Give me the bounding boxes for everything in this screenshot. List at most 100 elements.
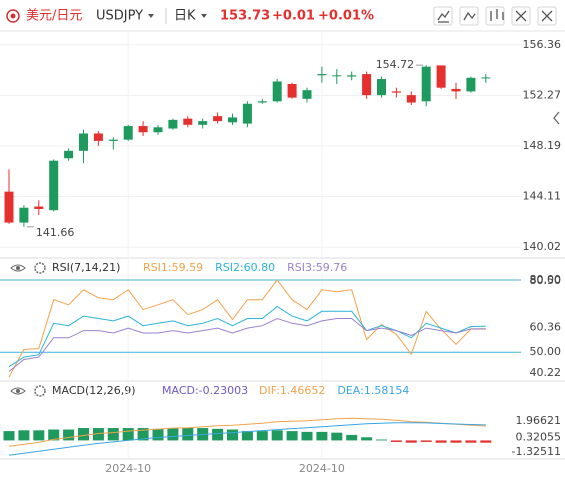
- candle-body: [287, 83, 297, 98]
- macd-line: [8, 422, 486, 456]
- x-tick-label: 2024-10: [299, 462, 345, 475]
- macd-bar: [3, 431, 15, 441]
- y-tick-label: -1.32511: [512, 445, 561, 458]
- legend-entry: RSI2:60.80: [215, 261, 275, 274]
- macd-bar: [286, 431, 298, 441]
- symbol[interactable]: USDJPY: [96, 9, 143, 24]
- flag-dot: [10, 13, 16, 19]
- rsi-title: RSI(7,14,21): [52, 261, 120, 274]
- candle-body: [168, 119, 178, 129]
- candle-body: [213, 116, 223, 122]
- candle-body: [34, 206, 44, 209]
- macd-bar: [182, 428, 194, 441]
- candle-body: [347, 75, 357, 77]
- candle-body: [436, 65, 446, 88]
- candle-body: [362, 74, 372, 96]
- legend-entry: RSI1:59.59: [143, 261, 203, 274]
- candle-body: [272, 81, 282, 102]
- legend-entry: DEA:1.58154: [337, 384, 409, 397]
- change: +0.01: [272, 9, 315, 24]
- eye-icon[interactable]: [10, 264, 26, 272]
- macd-bar: [331, 432, 343, 441]
- macd-bar: [435, 440, 447, 443]
- rsi-line: [8, 317, 486, 372]
- gear-icon[interactable]: [34, 262, 46, 274]
- rsi-line: [8, 305, 486, 368]
- candle-type-button[interactable]: [485, 6, 505, 26]
- reference-label: 80.00: [530, 273, 562, 286]
- macd-bar: [241, 431, 253, 441]
- macd-bar: [107, 428, 119, 441]
- eye-pupil: [16, 389, 20, 393]
- candle-body: [4, 191, 14, 223]
- y-tick-label: 148.19: [523, 139, 562, 152]
- macd-bar: [450, 440, 462, 443]
- candle-body: [481, 77, 491, 79]
- x-tick-label: 2024-10: [105, 462, 151, 475]
- macd-bar: [137, 428, 149, 441]
- macd-header: MACD(12,26,9): [10, 384, 136, 397]
- macd-bar: [390, 440, 402, 442]
- candle-body: [198, 121, 208, 125]
- y-tick-label: 1.96621: [516, 414, 562, 427]
- macd-title: MACD(12,26,9): [52, 384, 136, 397]
- candle-body: [257, 101, 267, 103]
- candle-body: [183, 118, 193, 125]
- legend-entry: RSI3:59.76: [287, 261, 347, 274]
- candle-body: [108, 139, 118, 141]
- rsi-header: RSI(7,14,21): [10, 261, 120, 274]
- macd-bar: [346, 434, 358, 441]
- collapse-arrow[interactable]: [553, 111, 560, 125]
- macd-bar: [212, 428, 224, 441]
- min-annotation: 141.66: [36, 226, 75, 239]
- y-tick-label: 40.22: [530, 366, 562, 379]
- candle-body: [228, 117, 237, 123]
- candle-body: [391, 91, 401, 93]
- legend-entry: DIF:1.46652: [259, 384, 325, 397]
- y-tick-label: 144.11: [523, 189, 562, 202]
- candle-body: [19, 207, 29, 223]
- indicator-icon: [463, 11, 476, 21]
- macd-bar: [227, 429, 238, 441]
- eye-pupil: [16, 266, 20, 270]
- macd-bar: [316, 431, 328, 441]
- close-button[interactable]: [537, 6, 557, 26]
- reference-label: 50.00: [530, 345, 562, 358]
- gear-icon[interactable]: [34, 385, 46, 397]
- fullscreen-button[interactable]: [511, 6, 531, 26]
- max-annotation: 154.72: [376, 58, 415, 71]
- macd-bar: [48, 429, 60, 441]
- pair-name: 美元/日元: [26, 9, 82, 24]
- eye-icon[interactable]: [10, 387, 26, 395]
- fullscreen-icon: [515, 10, 527, 22]
- draw-button[interactable]: [433, 6, 453, 26]
- macd-bar: [78, 428, 89, 441]
- candle-body: [79, 133, 88, 151]
- macd-bar: [92, 428, 104, 441]
- rsi-line: [8, 279, 486, 378]
- macd-bar: [167, 428, 179, 441]
- header: 美元/日元 USDJPY 日K 153.73 +0.01 +0.01%: [6, 6, 557, 26]
- y-tick-label: 60.36: [530, 320, 562, 333]
- candle-body: [317, 74, 327, 76]
- y-tick-label: 140.02: [523, 240, 562, 253]
- candle-body: [406, 95, 416, 103]
- candle-body: [242, 103, 252, 124]
- y-tick-label: 152.27: [523, 88, 562, 101]
- symbol-dropdown[interactable]: [148, 14, 154, 18]
- y-tick-label: 80.50: [530, 274, 562, 287]
- candle-type-icon: [490, 9, 504, 21]
- indicator-button[interactable]: [459, 6, 479, 26]
- legend-entry: MACD:-0.23003: [162, 384, 248, 397]
- candle-body: [153, 127, 163, 133]
- macd-bar: [301, 431, 313, 441]
- period[interactable]: 日K: [174, 9, 196, 24]
- macd-bar: [405, 440, 417, 443]
- period-dropdown[interactable]: [201, 14, 207, 18]
- candle-body: [49, 160, 59, 211]
- macd-bar: [33, 430, 45, 441]
- draw-icon: [437, 10, 450, 23]
- candle-body: [332, 75, 342, 77]
